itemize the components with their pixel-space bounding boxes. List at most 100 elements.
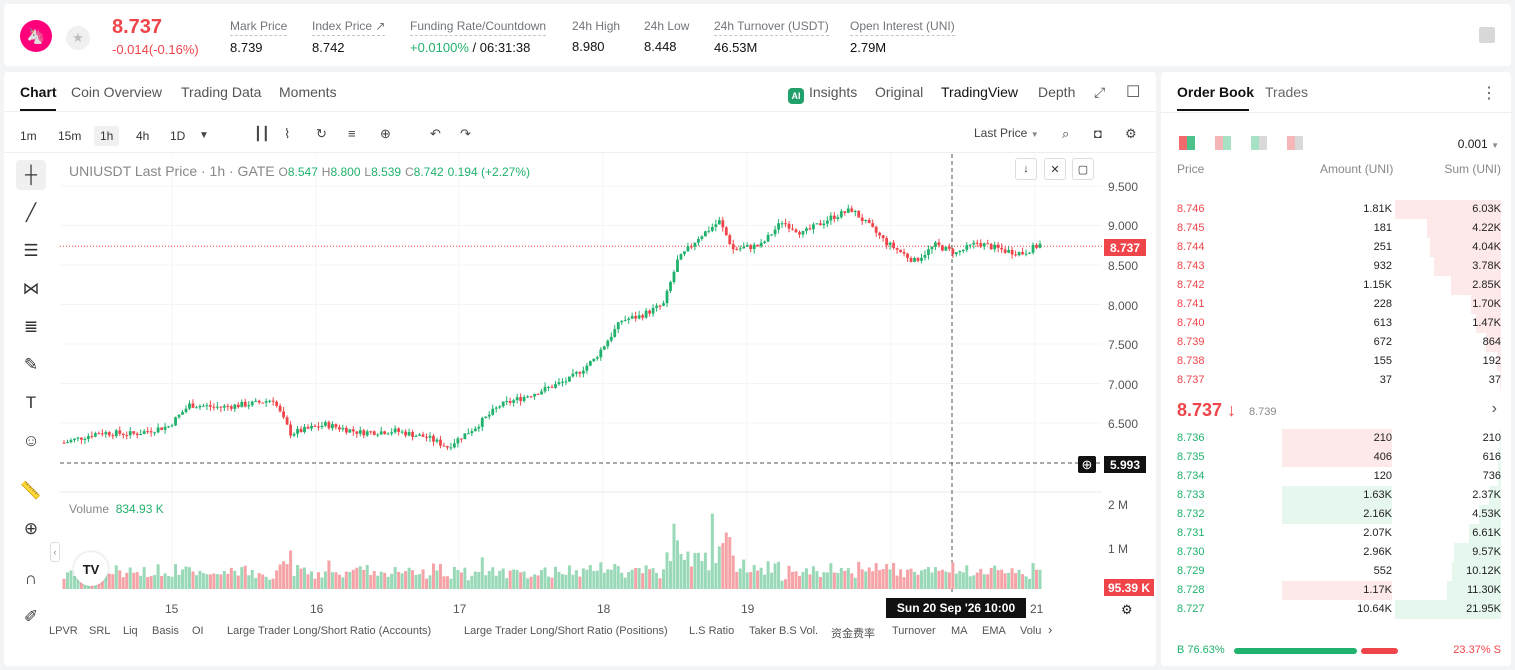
bid-row[interactable]: 8.733 1.63K 2.37K xyxy=(1177,486,1501,505)
ask-row[interactable]: 8.744 251 4.04K xyxy=(1177,238,1501,257)
arrow-down-icon[interactable]: ↓ xyxy=(1015,158,1037,180)
tab-insights[interactable]: AI Insights xyxy=(788,84,857,104)
scale-settings-icon[interactable]: ⚙ xyxy=(1121,602,1133,617)
funding-rate-stat[interactable]: Funding Rate/Countdown +0.0100% / 06:31:… xyxy=(410,19,547,55)
x-tick: 21 xyxy=(1030,602,1044,616)
last-price-select[interactable]: Last Price ▼ xyxy=(974,126,1039,140)
bids-view-icon[interactable] xyxy=(1251,136,1267,150)
window-icon[interactable]: ☐ xyxy=(1126,84,1141,101)
more-menu-icon[interactable]: ⋮ xyxy=(1481,85,1497,102)
candle-type-icon[interactable]: ┃┃ xyxy=(254,126,270,141)
indicator-item[interactable]: OI xyxy=(192,625,204,637)
collapse-icon[interactable]: ✕ xyxy=(1044,158,1066,180)
indicator-item[interactable]: Basis xyxy=(152,625,179,637)
asks-only-icon[interactable] xyxy=(1287,136,1303,150)
zoom-in-tool-icon[interactable]: ⊕ xyxy=(23,519,39,538)
bid-row[interactable]: 8.736 210 210 xyxy=(1177,429,1501,448)
ask-row[interactable]: 8.741 228 1.70K xyxy=(1177,295,1501,314)
indicator-item[interactable]: Large Trader Long/Short Ratio (Accounts) xyxy=(227,625,432,637)
maximize-icon[interactable]: ▢ xyxy=(1072,158,1094,180)
asks-view-icon[interactable] xyxy=(1215,136,1231,150)
bid-row[interactable]: 8.734 120 736 xyxy=(1177,467,1501,486)
index-price-stat[interactable]: Index Price ↗ 8.742 xyxy=(312,19,386,55)
timeframe-4h[interactable]: 4h xyxy=(136,129,150,143)
bid-row[interactable]: 8.727 10.64K 21.95K xyxy=(1177,600,1501,619)
indicator-item[interactable]: L.S Ratio xyxy=(689,625,735,637)
candlestick-chart[interactable] xyxy=(4,72,1156,666)
trendline-tool-icon[interactable]: ╱ xyxy=(25,203,37,222)
book-icon[interactable] xyxy=(1479,27,1495,43)
tradingview-logo[interactable]: TV xyxy=(74,552,108,586)
camera-icon[interactable]: ◘ xyxy=(1094,126,1102,141)
both-view-icon[interactable] xyxy=(1179,136,1195,150)
horizontal-lines-tool-icon[interactable]: ☰ xyxy=(23,241,39,260)
favorite-star-icon[interactable]: ★ xyxy=(66,26,90,50)
ask-row[interactable]: 8.745 181 4.22K xyxy=(1177,219,1501,238)
indicator-item[interactable]: Volu xyxy=(1020,625,1042,637)
candle-body xyxy=(581,370,585,374)
brush-tool-icon[interactable]: ✎ xyxy=(23,355,39,374)
collapse-toolbar-icon[interactable]: ‹ xyxy=(50,542,60,562)
indicator-item[interactable]: MA xyxy=(951,625,968,637)
tab-order-book[interactable]: Order Book xyxy=(1177,84,1255,100)
pencil-lock-tool-icon[interactable]: ✐ xyxy=(23,607,39,626)
ask-row[interactable]: 8.743 932 3.78K xyxy=(1177,257,1501,276)
indicator-item[interactable]: Taker B.S Vol. xyxy=(749,625,819,637)
tab-moments[interactable]: Moments xyxy=(279,84,337,100)
redo-icon[interactable]: ↷ xyxy=(460,126,471,141)
indicator-item[interactable]: Liq xyxy=(123,625,138,637)
crosshair-tool-icon[interactable]: ┼ xyxy=(16,160,46,190)
emoji-tool-icon[interactable]: ☺ xyxy=(22,431,40,450)
chevron-right-icon[interactable]: › xyxy=(1048,622,1053,637)
timeframe-1d[interactable]: 1D xyxy=(170,129,186,143)
pattern-tool-icon[interactable]: ⋈ xyxy=(22,279,40,298)
tab-trading-data[interactable]: Trading Data xyxy=(181,84,262,100)
tab-original[interactable]: Original xyxy=(875,84,924,100)
expand-icon[interactable]: ⤢ xyxy=(1094,84,1106,100)
open-interest-stat[interactable]: Open Interest (UNI) 2.79M xyxy=(850,19,955,55)
tab-chart[interactable]: Chart xyxy=(20,84,57,100)
add-indicator-icon[interactable]: ⊕ xyxy=(380,126,391,141)
precision-select[interactable]: 0.001 ▼ xyxy=(1457,137,1499,151)
bid-row[interactable]: 8.732 2.16K 4.53K xyxy=(1177,505,1501,524)
add-alert-icon[interactable]: ⊕ xyxy=(1078,456,1096,473)
bid-row[interactable]: 8.735 406 616 xyxy=(1177,448,1501,467)
tab-trades[interactable]: Trades xyxy=(1265,84,1309,100)
24h-turnover-stat[interactable]: 24h Turnover (USDT) 46.53M xyxy=(714,19,829,55)
indicator-item[interactable]: EMA xyxy=(982,625,1006,637)
ask-row[interactable]: 8.746 1.81K 6.03K xyxy=(1177,200,1501,219)
tab-tradingview[interactable]: TradingView xyxy=(941,84,1019,100)
bid-row[interactable]: 8.730 2.96K 9.57K xyxy=(1177,543,1501,562)
fib-tool-icon[interactable]: ≣ xyxy=(23,317,39,336)
ask-row[interactable]: 8.740 613 1.47K xyxy=(1177,314,1501,333)
bid-row[interactable]: 8.731 2.07K 6.61K xyxy=(1177,524,1501,543)
undo-icon[interactable]: ↶ xyxy=(430,126,441,141)
magnet-tool-icon[interactable]: ∩ xyxy=(24,569,38,588)
indicator-item[interactable]: 资金费率 xyxy=(831,628,875,640)
bid-row[interactable]: 8.729 552 10.12K xyxy=(1177,562,1501,581)
indicator-item[interactable]: Large Trader Long/Short Ratio (Positions… xyxy=(464,625,668,637)
indicator-item[interactable]: LPVR xyxy=(49,625,78,637)
ask-row[interactable]: 8.737 37 37 xyxy=(1177,371,1501,390)
bid-row[interactable]: 8.728 1.17K 11.30K xyxy=(1177,581,1501,600)
timeframe-dropdown-icon[interactable]: ▼ xyxy=(199,130,209,141)
indicators-icon[interactable]: ⌇ xyxy=(284,126,291,141)
chevron-right-icon[interactable]: › xyxy=(1491,400,1497,417)
ruler-tool-icon[interactable]: 📏 xyxy=(20,481,42,500)
timeframe-1m[interactable]: 1m xyxy=(20,129,37,143)
ask-row[interactable]: 8.739 672 864 xyxy=(1177,333,1501,352)
settings-gear-icon[interactable]: ⚙ xyxy=(1125,126,1137,141)
indicator-item[interactable]: SRL xyxy=(89,625,111,637)
tab-coin-overview[interactable]: Coin Overview xyxy=(71,84,163,100)
templates-icon[interactable]: ≡ xyxy=(348,126,356,141)
timeframe-15m[interactable]: 15m xyxy=(58,129,82,143)
search-icon[interactable]: ⌕ xyxy=(1062,126,1070,141)
timeframe-1h[interactable]: 1h xyxy=(94,126,120,146)
mark-price-stat[interactable]: Mark Price 8.739 xyxy=(230,19,288,55)
replay-icon[interactable]: ↻ xyxy=(316,126,327,141)
ask-row[interactable]: 8.738 155 192 xyxy=(1177,352,1501,371)
text-tool-icon[interactable]: T xyxy=(25,393,37,412)
ask-row[interactable]: 8.742 1.15K 2.85K xyxy=(1177,276,1501,295)
indicator-item[interactable]: Turnover xyxy=(892,625,936,637)
tab-depth[interactable]: Depth xyxy=(1038,84,1076,100)
